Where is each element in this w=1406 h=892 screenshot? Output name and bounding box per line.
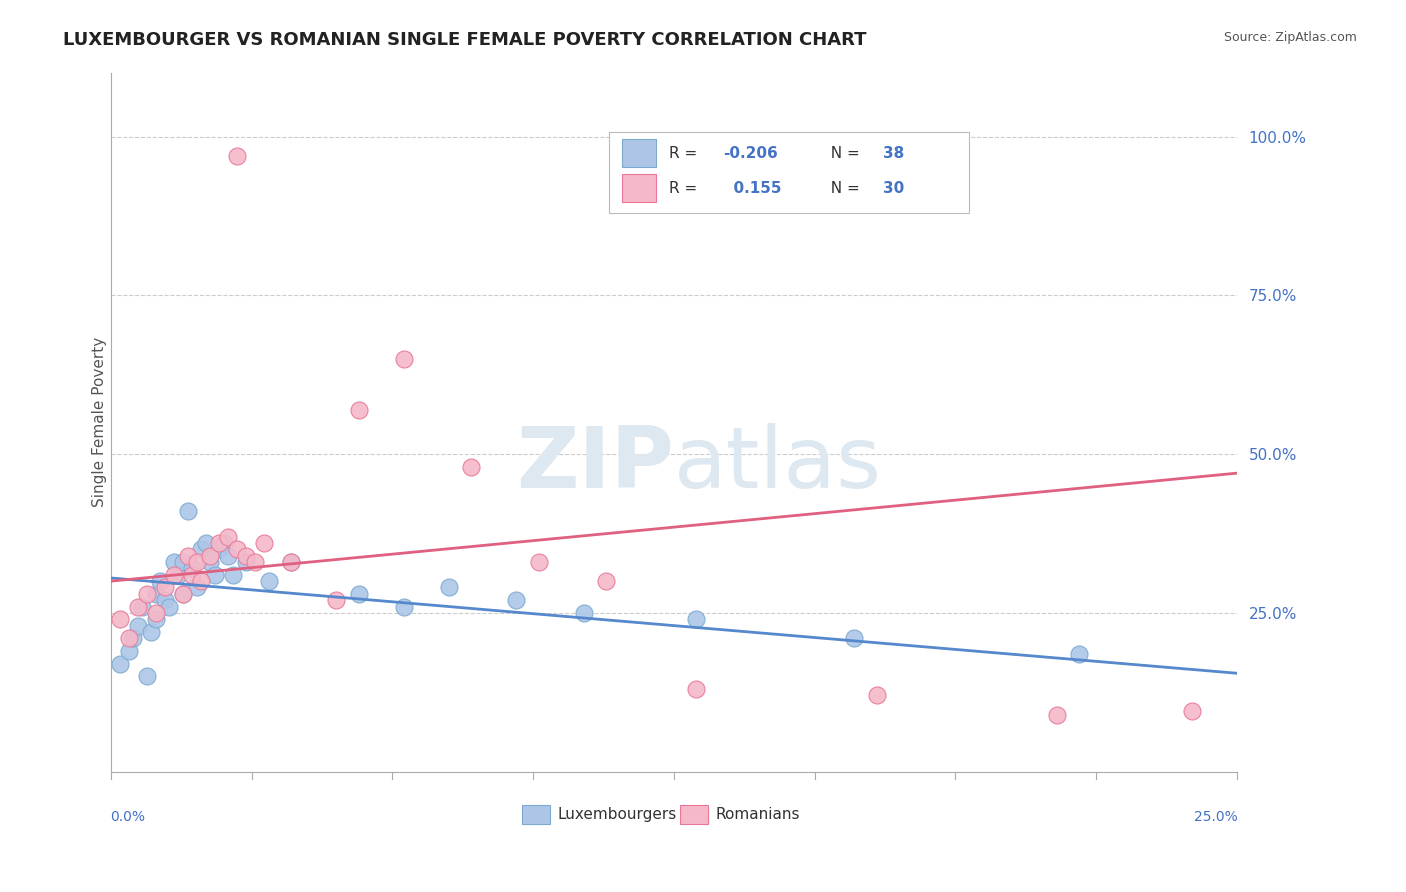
FancyBboxPatch shape bbox=[609, 132, 969, 212]
Point bbox=[186, 555, 208, 569]
Point bbox=[136, 587, 159, 601]
Point bbox=[226, 148, 249, 162]
Point bbox=[842, 632, 865, 646]
Point bbox=[347, 587, 370, 601]
Point bbox=[118, 644, 141, 658]
Point bbox=[253, 536, 276, 550]
Point bbox=[505, 593, 527, 607]
Point bbox=[127, 618, 149, 632]
Y-axis label: Single Female Poverty: Single Female Poverty bbox=[93, 337, 107, 508]
Text: 0.0%: 0.0% bbox=[110, 810, 145, 824]
Point bbox=[181, 567, 204, 582]
Point bbox=[392, 599, 415, 614]
Text: N =: N = bbox=[821, 181, 865, 195]
Point bbox=[198, 555, 221, 569]
Text: 38: 38 bbox=[883, 145, 904, 161]
Point bbox=[159, 599, 181, 614]
Point bbox=[153, 581, 176, 595]
Point bbox=[347, 402, 370, 417]
Text: ZIP: ZIP bbox=[516, 423, 673, 506]
Point bbox=[460, 459, 482, 474]
Point bbox=[204, 567, 226, 582]
Text: -0.206: -0.206 bbox=[724, 145, 778, 161]
Text: R =: R = bbox=[669, 181, 703, 195]
Point bbox=[1046, 707, 1069, 722]
Bar bbox=[522, 805, 550, 824]
Point bbox=[437, 581, 460, 595]
Point bbox=[217, 530, 239, 544]
Point bbox=[280, 555, 302, 569]
Point bbox=[1181, 704, 1204, 718]
Point bbox=[685, 682, 707, 697]
Point bbox=[1069, 647, 1091, 661]
Point bbox=[163, 567, 186, 582]
Point bbox=[685, 612, 707, 626]
Point bbox=[108, 612, 131, 626]
Text: 25.0%: 25.0% bbox=[1194, 810, 1237, 824]
Point bbox=[145, 612, 167, 626]
Point bbox=[172, 587, 194, 601]
Point bbox=[217, 549, 239, 563]
Point bbox=[595, 574, 617, 589]
Point bbox=[127, 599, 149, 614]
Point bbox=[118, 632, 141, 646]
Point bbox=[131, 599, 153, 614]
Text: Romanians: Romanians bbox=[716, 807, 800, 822]
Point bbox=[208, 536, 231, 550]
Point bbox=[572, 606, 595, 620]
Point bbox=[865, 689, 887, 703]
Point bbox=[176, 549, 198, 563]
Point bbox=[172, 555, 194, 569]
Point bbox=[257, 574, 280, 589]
Bar bbox=[621, 174, 655, 202]
Point bbox=[167, 567, 190, 582]
Point bbox=[325, 593, 347, 607]
Point bbox=[221, 567, 243, 582]
Point bbox=[145, 587, 167, 601]
Point bbox=[163, 555, 186, 569]
Point bbox=[190, 574, 212, 589]
Text: Luxembourgers: Luxembourgers bbox=[558, 807, 678, 822]
Point bbox=[186, 581, 208, 595]
Point bbox=[149, 574, 172, 589]
Point bbox=[176, 504, 198, 518]
Point bbox=[153, 593, 176, 607]
Text: N =: N = bbox=[821, 145, 865, 161]
Point bbox=[136, 669, 159, 683]
Point bbox=[235, 555, 257, 569]
Point bbox=[212, 536, 235, 550]
Text: atlas: atlas bbox=[673, 423, 882, 506]
Point bbox=[527, 555, 550, 569]
Point bbox=[172, 587, 194, 601]
Point bbox=[198, 549, 221, 563]
Point bbox=[392, 351, 415, 366]
Point bbox=[145, 606, 167, 620]
Point bbox=[190, 542, 212, 557]
Point bbox=[141, 624, 163, 639]
Text: Source: ZipAtlas.com: Source: ZipAtlas.com bbox=[1223, 31, 1357, 45]
Bar bbox=[621, 139, 655, 168]
Bar bbox=[679, 805, 707, 824]
Point bbox=[243, 555, 266, 569]
Text: 0.155: 0.155 bbox=[724, 181, 782, 195]
Point bbox=[181, 561, 204, 575]
Point bbox=[122, 632, 145, 646]
Text: 30: 30 bbox=[883, 181, 904, 195]
Point bbox=[108, 657, 131, 671]
Text: R =: R = bbox=[669, 145, 703, 161]
Point bbox=[280, 555, 302, 569]
Point bbox=[194, 536, 217, 550]
Point bbox=[235, 549, 257, 563]
Text: LUXEMBOURGER VS ROMANIAN SINGLE FEMALE POVERTY CORRELATION CHART: LUXEMBOURGER VS ROMANIAN SINGLE FEMALE P… bbox=[63, 31, 866, 49]
Point bbox=[208, 542, 231, 557]
Point bbox=[226, 542, 249, 557]
